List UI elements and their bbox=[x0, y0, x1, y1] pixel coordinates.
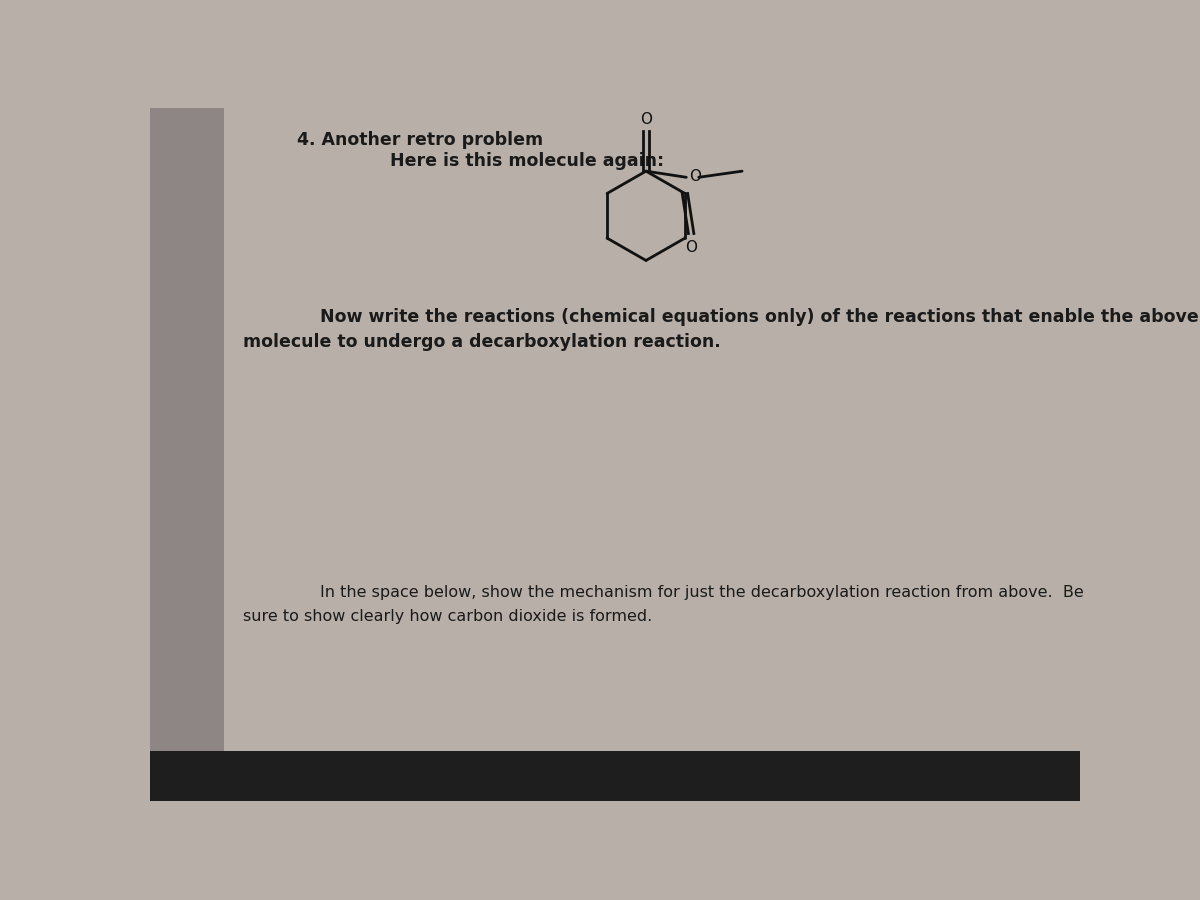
Text: O: O bbox=[640, 112, 652, 127]
Text: Here is this molecule again:: Here is this molecule again: bbox=[390, 152, 665, 170]
Text: 4. Another retro problem: 4. Another retro problem bbox=[298, 131, 544, 149]
Text: Now write the reactions (chemical equations only) of the reactions that enable t: Now write the reactions (chemical equati… bbox=[320, 308, 1199, 326]
Text: O: O bbox=[689, 169, 701, 184]
Text: molecule to undergo a decarboxylation reaction.: molecule to undergo a decarboxylation re… bbox=[242, 333, 721, 351]
Text: sure to show clearly how carbon dioxide is formed.: sure to show clearly how carbon dioxide … bbox=[242, 608, 653, 624]
Bar bbox=[150, 108, 223, 801]
Bar bbox=[150, 751, 1080, 801]
Bar bbox=[150, 108, 223, 801]
Text: In the space below, show the mechanism for just the decarboxylation reaction fro: In the space below, show the mechanism f… bbox=[320, 585, 1085, 600]
Text: O: O bbox=[685, 239, 697, 255]
